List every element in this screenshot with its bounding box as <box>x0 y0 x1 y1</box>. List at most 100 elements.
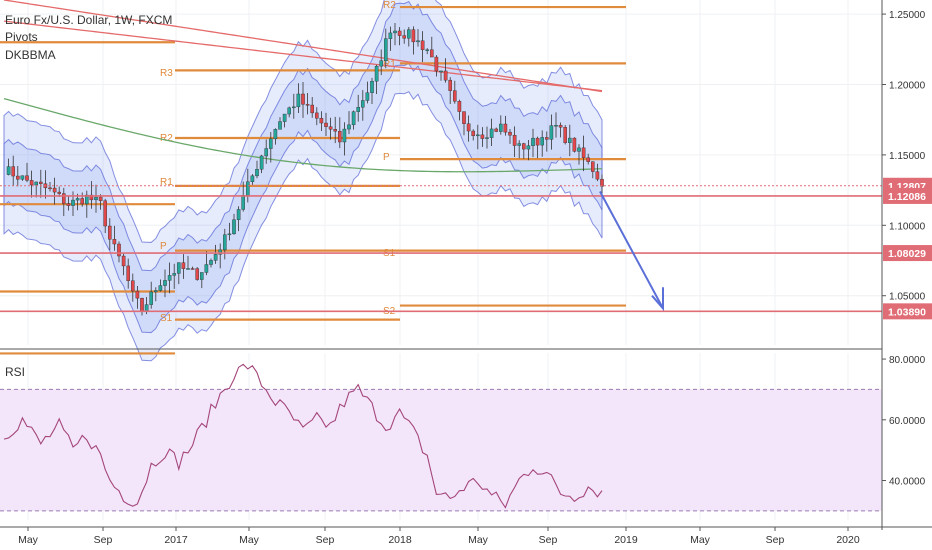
candle-body <box>407 29 411 39</box>
rsi-tick-label: 60.0000 <box>889 416 926 427</box>
candle-body <box>172 273 177 276</box>
pivot-label: R1 <box>160 177 173 188</box>
candle-body <box>301 93 305 105</box>
candle-body <box>195 268 200 280</box>
pivots-legend: Pivots <box>5 30 38 44</box>
candle-body <box>94 196 98 201</box>
x-tick-label: 2017 <box>164 534 188 546</box>
candle-body <box>292 106 296 109</box>
candle-body <box>149 291 154 305</box>
x-tick-label: May <box>239 534 260 546</box>
price-label: 1.08029 <box>888 248 926 260</box>
candle-body <box>278 121 282 130</box>
candle-body <box>80 198 84 205</box>
rsi-tick-label: 40.0000 <box>889 477 926 488</box>
candle-body <box>98 196 103 201</box>
forecast-arrow <box>599 191 664 312</box>
candle-body <box>388 32 393 39</box>
candle-body <box>494 128 499 132</box>
candle-body <box>420 40 425 50</box>
y-tick-label: 1.15000 <box>889 151 926 162</box>
candle-body <box>218 249 223 255</box>
candle-body <box>52 187 57 193</box>
candle-body <box>517 143 521 146</box>
price-label-box <box>883 187 932 204</box>
candles <box>6 23 604 316</box>
candle-body <box>176 262 181 274</box>
candle-body <box>384 38 388 61</box>
price-label: 1.12086 <box>888 191 926 203</box>
arrow-shaft <box>599 191 664 309</box>
y-tick-label: 1.25000 <box>889 10 926 21</box>
candle-body <box>476 134 480 137</box>
candle-body <box>287 107 292 115</box>
candle-body <box>540 137 544 146</box>
candle-body <box>471 130 476 136</box>
candle-body <box>338 130 342 143</box>
candle-body <box>11 166 16 177</box>
chart-title: Euro Fx/U.S. Dollar, 1W, FXCM <box>5 13 172 27</box>
rsi-title: RSI <box>5 365 25 379</box>
candle-body <box>365 92 370 101</box>
candle-body <box>315 112 319 119</box>
ma-green <box>3 97 603 173</box>
candle-body <box>222 234 227 251</box>
ma-red-2 <box>3 20 603 92</box>
moving-averages <box>3 0 603 173</box>
candle-body <box>466 123 471 132</box>
candle-body <box>163 280 167 286</box>
candle-body <box>586 157 590 162</box>
pivot-label: R2 <box>383 0 396 11</box>
candle-body <box>135 290 140 299</box>
candle-body <box>167 275 172 281</box>
candle-body <box>20 175 25 180</box>
x-tick-label: Sep <box>766 534 785 546</box>
candle-body <box>130 280 135 292</box>
candle-body <box>126 265 130 281</box>
candle-body <box>342 128 347 143</box>
candle-body <box>245 181 250 196</box>
candle-body <box>356 107 361 112</box>
candle-body <box>522 143 526 150</box>
candle-body <box>259 155 264 170</box>
candle-body <box>508 131 512 136</box>
candle-body <box>264 148 269 157</box>
candle-body <box>140 297 144 312</box>
candle-body <box>558 124 563 128</box>
pivot-label: P <box>160 241 167 252</box>
candle-body <box>107 225 112 240</box>
candle-body <box>439 70 443 73</box>
candle-body <box>581 147 586 158</box>
candle-body <box>489 128 494 138</box>
candle-body <box>485 137 489 139</box>
x-tick-label: 2018 <box>388 534 412 546</box>
candle-body <box>282 113 287 122</box>
candle-body <box>227 233 232 236</box>
candle-body <box>186 268 190 270</box>
candle-body <box>181 262 186 269</box>
ma-red-1 <box>3 0 603 93</box>
candle-body <box>572 137 577 152</box>
candle-body <box>379 60 384 67</box>
candle-body <box>213 254 218 261</box>
candle-body <box>545 137 549 140</box>
pivot-label: P <box>383 152 390 163</box>
candle-body <box>361 100 365 108</box>
candle-body <box>204 264 209 273</box>
candle-body <box>374 65 379 82</box>
candle-body <box>273 129 278 140</box>
candle-body <box>34 181 38 186</box>
candle-body <box>190 268 195 270</box>
candle-body <box>333 129 338 132</box>
candle-body <box>347 124 351 130</box>
pivot-label: R1 <box>383 59 396 70</box>
candle-body <box>554 124 558 127</box>
candle-body <box>535 137 540 146</box>
candle-body <box>112 239 117 245</box>
candle-body <box>84 194 89 205</box>
y-tick-label: 1.20000 <box>889 80 926 91</box>
rsi-line <box>3 363 603 509</box>
